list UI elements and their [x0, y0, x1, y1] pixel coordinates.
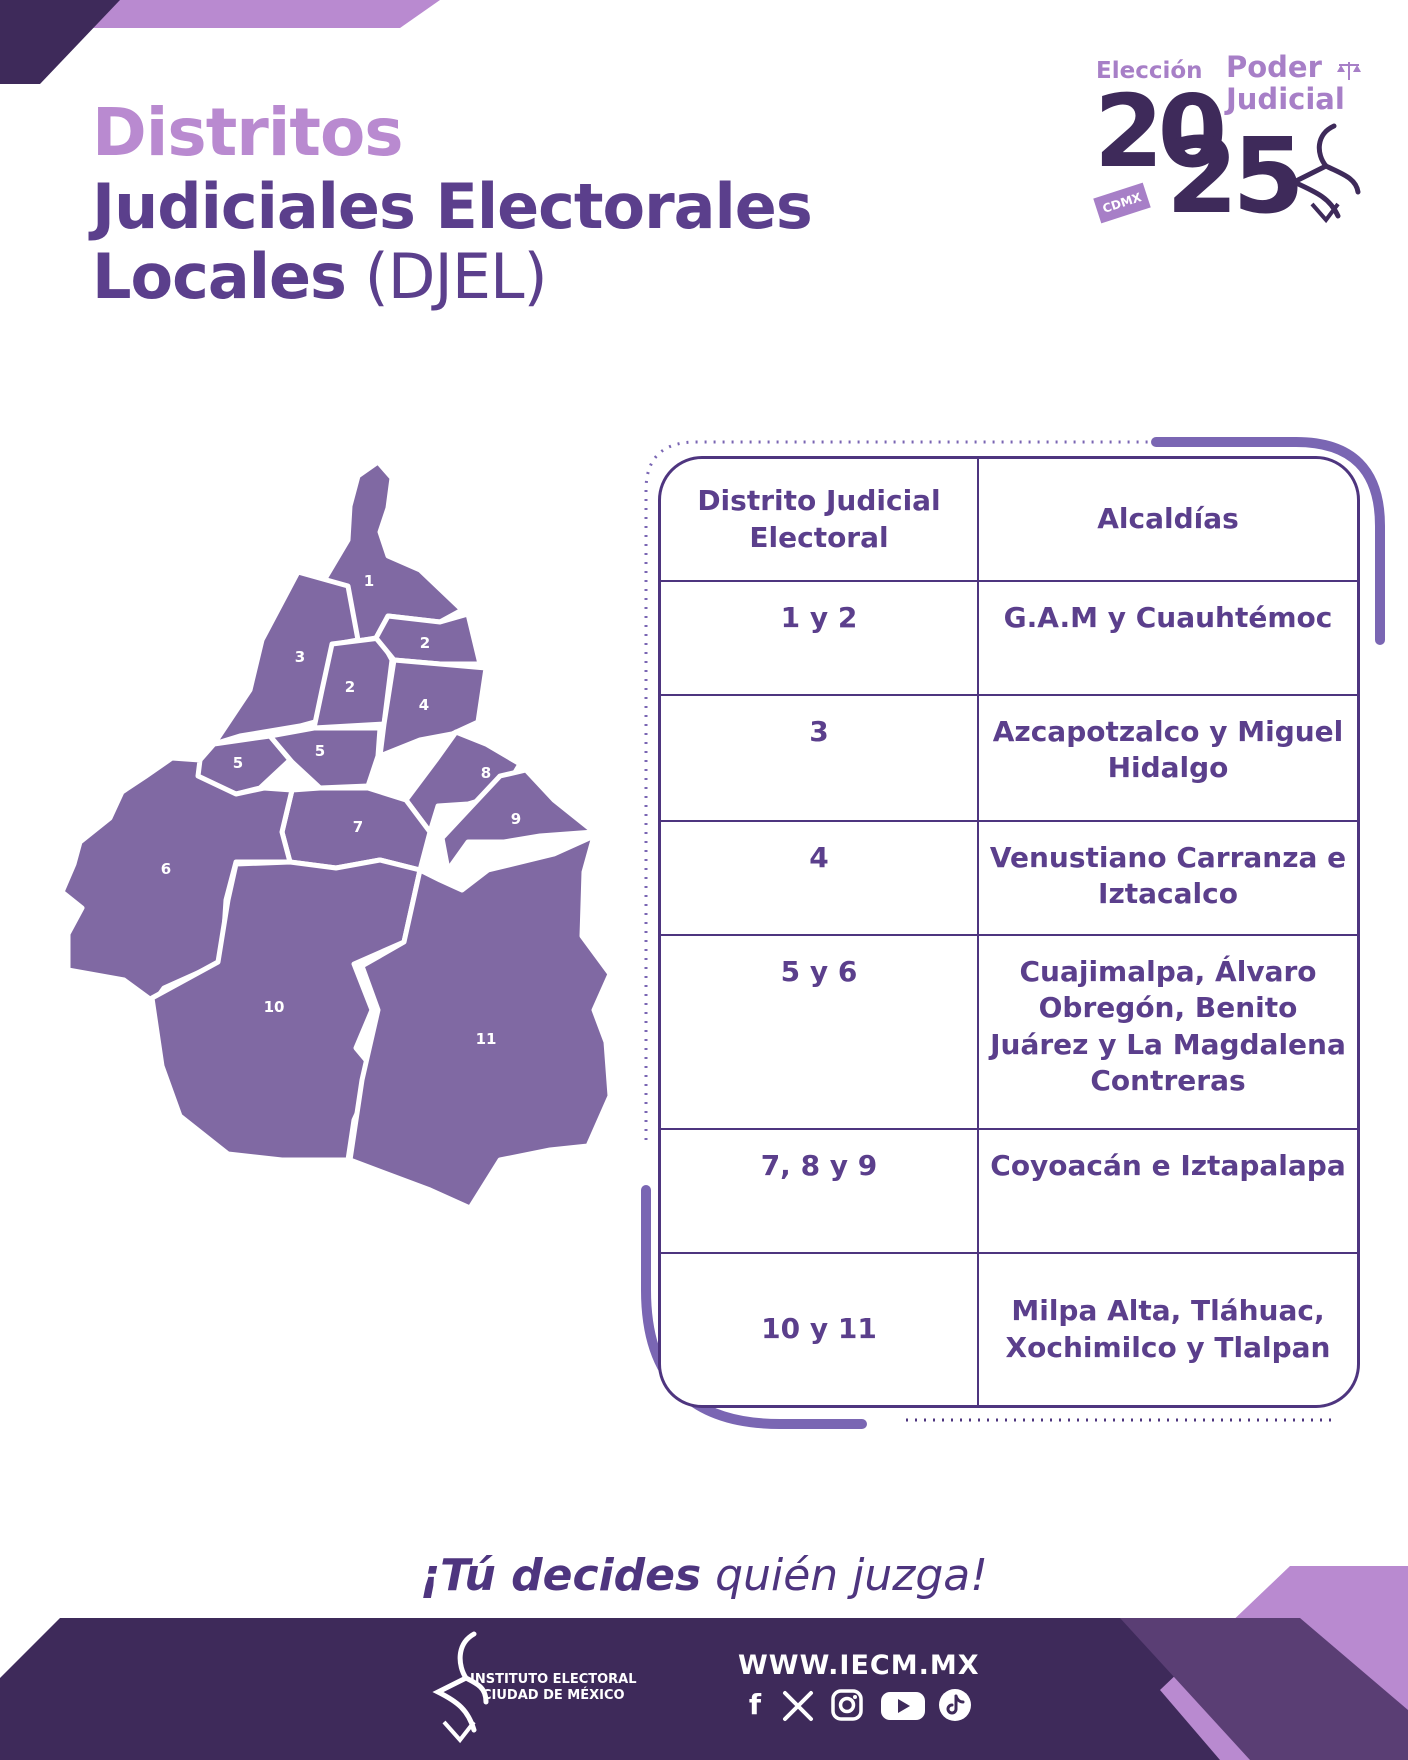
instagram-icon[interactable] — [830, 1688, 864, 1722]
table-row: 1 y 2 G.A.M y Cuauhtémoc — [661, 580, 1357, 696]
district-cell: 4 — [661, 820, 979, 936]
table-row: 10 y 11 Milpa Alta, Tláhuac, Xochimilco … — [661, 1252, 1357, 1405]
map-label-2b: 2 — [420, 634, 430, 652]
map-label-8: 8 — [481, 764, 491, 782]
top-corner-decoration — [0, 0, 440, 84]
district-map: 1 2 3 2 4 5 5 8 9 7 6 10 11 — [59, 459, 613, 1211]
logo-eleccion: Elección — [1096, 58, 1203, 84]
logo-bird-icon — [1288, 123, 1361, 224]
institute-line2: CIUDAD DE MÉXICO — [481, 1688, 625, 1704]
map-label-3: 3 — [295, 648, 305, 666]
map-label-10: 10 — [264, 998, 285, 1016]
alcaldias-cell: Venustiano Carranza e Iztacalco — [977, 820, 1357, 936]
title-locales-djel: Locales (DJEL) — [92, 246, 548, 308]
scales-icon — [1337, 62, 1361, 80]
tiktok-icon[interactable] — [938, 1688, 972, 1722]
map-label-2a: 2 — [345, 678, 355, 696]
logo-year-20: 20 — [1094, 73, 1227, 190]
logo-poder-judicial: Poder Judicial — [1226, 50, 1345, 116]
title-distritos: Distritos — [92, 94, 404, 171]
alcaldias-cell: Cuajimalpa, Álvaro Obregón, Benito Juáre… — [977, 934, 1357, 1130]
logo-judicial: Judicial — [1226, 81, 1345, 116]
district-6 — [59, 755, 295, 1005]
map-label-7: 7 — [353, 818, 363, 836]
map-label-6: 6 — [161, 860, 171, 878]
header-alcaldias: Alcaldías — [977, 459, 1357, 582]
slogan-bold: ¡Tú decides — [420, 1550, 702, 1601]
district-9 — [439, 767, 597, 873]
header-distrito: Distrito Judicial Electoral — [661, 459, 979, 582]
institute-line1: INSTITUTO ELECTORAL — [470, 1672, 637, 1687]
footer-url[interactable]: WWW.IECM.MX — [738, 1650, 980, 1681]
district-table: Distrito Judicial Electoral Alcaldías 1 … — [658, 456, 1360, 1408]
alcaldias-cell: Coyoacán e Iztapalapa — [977, 1128, 1357, 1254]
map-label-11: 11 — [476, 1030, 497, 1048]
youtube-icon[interactable] — [880, 1690, 926, 1722]
institute-name: INSTITUTO ELECTORAL CIUDAD DE MÉXICO — [470, 1672, 637, 1705]
table-row: 3 Azcapotzalco y Miguel Hidalgo — [661, 694, 1357, 822]
x-icon[interactable] — [782, 1690, 814, 1722]
district-cell: 1 y 2 — [661, 580, 979, 696]
map-label-1: 1 — [364, 572, 374, 590]
title-locales: Locales — [92, 240, 347, 313]
map-label-5a: 5 — [233, 754, 243, 772]
district-8 — [403, 729, 523, 835]
map-label-4: 4 — [419, 696, 429, 714]
facebook-icon[interactable]: f — [748, 1688, 762, 1721]
slogan-light: quién juzga! — [701, 1550, 988, 1601]
table-row: 7, 8 y 9 Coyoacán e Iztapalapa — [661, 1128, 1357, 1254]
slogan: ¡Tú decides quién juzga! — [0, 1550, 1408, 1601]
alcaldias-cell: Milpa Alta, Tláhuac, Xochimilco y Tlalpa… — [977, 1252, 1357, 1405]
district-cell: 10 y 11 — [661, 1252, 979, 1405]
district-cell: 3 — [661, 694, 979, 822]
map-label-5b: 5 — [315, 742, 325, 760]
district-cell: 5 y 6 — [661, 934, 979, 1130]
footer-band — [0, 1566, 1408, 1760]
title-judiciales-electorales: Judiciales Electorales — [92, 170, 813, 243]
logo-year-25: 25 — [1166, 115, 1305, 237]
map-label-9: 9 — [511, 810, 521, 828]
district-11 — [347, 833, 613, 1211]
logo-poder: Poder — [1226, 50, 1322, 84]
table-row: 5 y 6 Cuajimalpa, Álvaro Obregón, Benito… — [661, 934, 1357, 1130]
district-cell: 7, 8 y 9 — [661, 1128, 979, 1254]
title-djel: (DJEL) — [345, 240, 548, 313]
iecm-bird-icon — [432, 1631, 489, 1744]
alcaldias-cell: Azcapotzalco y Miguel Hidalgo — [977, 694, 1357, 822]
alcaldias-cell: G.A.M y Cuauhtémoc — [977, 580, 1357, 696]
district-5b — [267, 725, 383, 791]
table-row: 4 Venustiano Carranza e Iztacalco — [661, 820, 1357, 936]
